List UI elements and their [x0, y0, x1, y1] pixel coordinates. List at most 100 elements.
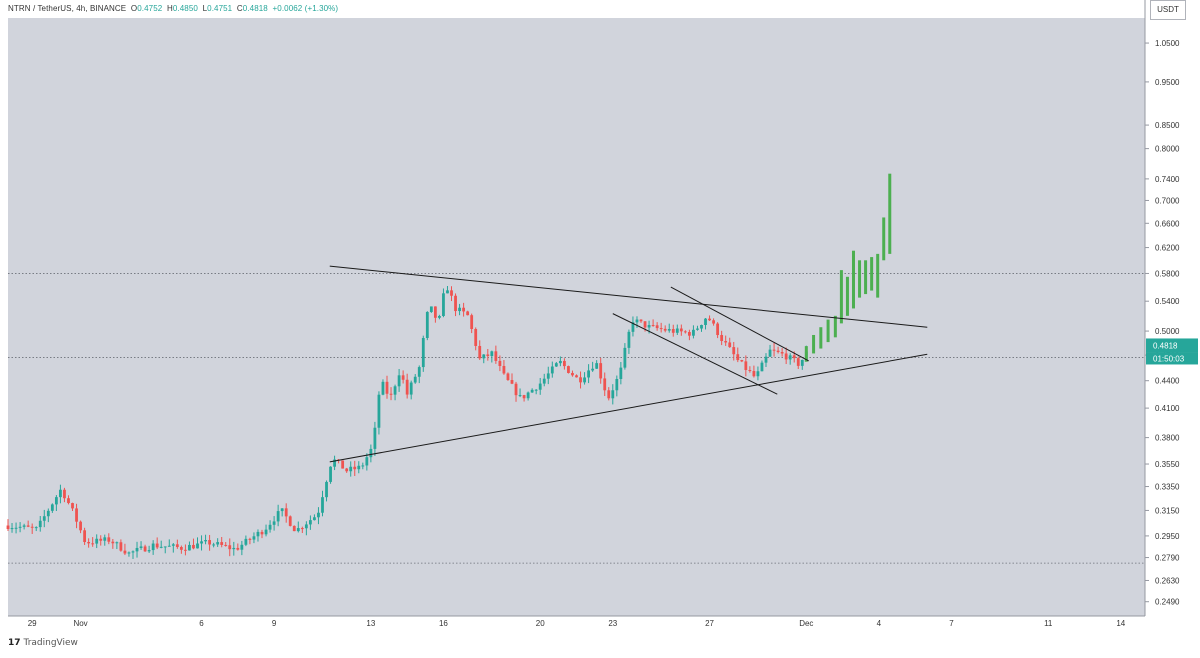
candle-up[interactable]	[526, 392, 530, 399]
candle-up[interactable]	[321, 497, 324, 513]
candle-down[interactable]	[405, 379, 409, 395]
plot-area[interactable]	[8, 18, 1145, 616]
candle-down[interactable]	[462, 307, 466, 312]
candle-down[interactable]	[79, 521, 82, 531]
candle-up[interactable]	[373, 427, 377, 449]
candle-up[interactable]	[268, 524, 272, 530]
candle-up[interactable]	[333, 459, 336, 467]
candle-down[interactable]	[155, 543, 159, 548]
trendline-channel-upper[interactable]	[670, 286, 809, 362]
candle-down[interactable]	[776, 350, 780, 353]
candle-down[interactable]	[796, 358, 800, 366]
candle-up[interactable]	[14, 527, 18, 529]
candle-down[interactable]	[510, 380, 514, 384]
candle-down[interactable]	[567, 366, 570, 373]
candle-up[interactable]	[696, 328, 699, 330]
candle-up[interactable]	[438, 315, 441, 318]
candle-down[interactable]	[752, 370, 756, 377]
candle-down[interactable]	[486, 354, 490, 357]
candle-down[interactable]	[6, 525, 10, 530]
candle-up[interactable]	[591, 368, 595, 371]
breakout-bar[interactable]	[804, 346, 808, 362]
breakout-bar[interactable]	[882, 217, 886, 261]
candle-down[interactable]	[345, 468, 349, 472]
candle-down[interactable]	[236, 547, 240, 550]
candle-down[interactable]	[639, 319, 643, 322]
candle-down[interactable]	[474, 328, 478, 346]
tradingview-logo[interactable]: 17 TradingView	[8, 638, 78, 648]
candle-up[interactable]	[204, 540, 207, 542]
candle-up[interactable]	[216, 542, 220, 545]
breakout-bar[interactable]	[819, 327, 823, 349]
candle-down[interactable]	[26, 525, 30, 527]
candle-up[interactable]	[329, 466, 332, 482]
candle-down[interactable]	[454, 295, 457, 312]
breakout-bar[interactable]	[851, 250, 855, 309]
candle-up[interactable]	[313, 517, 316, 521]
candle-down[interactable]	[571, 372, 574, 376]
candle-up[interactable]	[369, 448, 373, 458]
candle-up[interactable]	[518, 395, 522, 397]
candle-up[interactable]	[442, 293, 445, 316]
candle-down[interactable]	[478, 345, 482, 359]
candle-up[interactable]	[425, 311, 429, 338]
candle-up[interactable]	[550, 366, 554, 374]
candle-up[interactable]	[482, 354, 486, 359]
candle-up[interactable]	[256, 531, 260, 537]
candle-up[interactable]	[272, 521, 276, 525]
candle-up[interactable]	[631, 322, 635, 332]
candle-up[interactable]	[244, 538, 248, 545]
candle-up[interactable]	[583, 377, 586, 383]
breakout-bar[interactable]	[833, 315, 837, 338]
candle-up[interactable]	[768, 349, 772, 357]
candle-up[interactable]	[163, 546, 167, 548]
candle-up[interactable]	[627, 331, 631, 348]
candle-up[interactable]	[38, 520, 42, 528]
candle-down[interactable]	[663, 328, 667, 331]
breakout-bar[interactable]	[839, 270, 843, 324]
candle-up[interactable]	[95, 538, 99, 544]
candle-up[interactable]	[200, 541, 203, 544]
candle-down[interactable]	[389, 393, 393, 395]
candle-up[interactable]	[22, 525, 26, 527]
candle-down[interactable]	[728, 342, 732, 348]
candle-up[interactable]	[212, 544, 216, 546]
candle-up[interactable]	[587, 370, 590, 378]
candle-up[interactable]	[232, 547, 236, 550]
currency-button[interactable]: USDT	[1150, 0, 1186, 20]
candle-down[interactable]	[220, 542, 224, 545]
candle-down[interactable]	[522, 395, 526, 399]
candle-up[interactable]	[10, 528, 14, 530]
candle-down[interactable]	[30, 526, 34, 528]
candle-up[interactable]	[490, 351, 494, 357]
candle-down[interactable]	[143, 546, 147, 552]
candle-up[interactable]	[167, 545, 171, 547]
candle-down[interactable]	[123, 550, 127, 554]
candle-down[interactable]	[224, 544, 228, 546]
candle-up[interactable]	[147, 550, 151, 552]
candle-down[interactable]	[208, 540, 211, 545]
candle-down[interactable]	[498, 360, 502, 366]
candle-up[interactable]	[800, 359, 804, 366]
candle-up[interactable]	[42, 516, 46, 521]
candle-up[interactable]	[115, 542, 119, 544]
candle-up[interactable]	[692, 329, 695, 336]
candle-down[interactable]	[433, 306, 437, 318]
candle-down[interactable]	[712, 320, 715, 324]
candle-up[interactable]	[280, 508, 284, 512]
candle-down[interactable]	[450, 290, 453, 296]
candle-down[interactable]	[659, 328, 663, 330]
candle-down[interactable]	[671, 329, 675, 333]
candle-down[interactable]	[248, 538, 252, 540]
candle-up[interactable]	[615, 378, 619, 391]
candle-up[interactable]	[534, 389, 538, 391]
candle-down[interactable]	[784, 353, 788, 360]
candle-up[interactable]	[151, 543, 155, 551]
candle-up[interactable]	[788, 355, 792, 360]
candle-up[interactable]	[760, 362, 764, 372]
candle-down[interactable]	[67, 498, 70, 504]
candle-down[interactable]	[724, 341, 728, 343]
candle-down[interactable]	[792, 355, 796, 359]
candle-down[interactable]	[506, 373, 510, 381]
